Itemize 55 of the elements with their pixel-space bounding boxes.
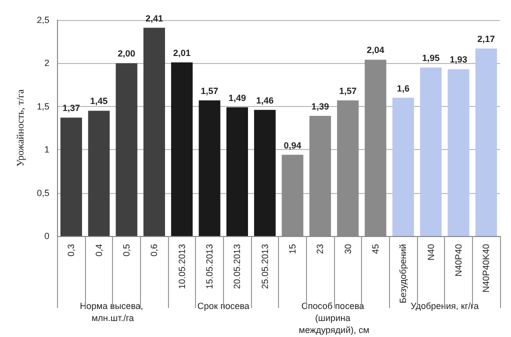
bar	[475, 48, 497, 236]
bar	[392, 98, 414, 236]
data-label: 1,37	[62, 103, 80, 114]
text: Срок посева	[197, 301, 250, 311]
x-tick-label: 0,5	[122, 244, 132, 257]
x-tick-label: 23	[315, 244, 326, 254]
y-tick-label: 1,5	[36, 101, 50, 112]
x-tick-label: Безудобрений	[398, 244, 408, 304]
data-label: 0,94	[284, 140, 302, 150]
x-tick-label: 15.05.2013	[204, 244, 215, 290]
bar	[60, 118, 82, 236]
data-label: 1,93	[450, 54, 468, 65]
y-tick-label: 2	[44, 58, 50, 68]
data-label: 2,41	[145, 13, 163, 24]
data-label: 1,46	[256, 95, 274, 106]
data-label: 2,04	[366, 45, 384, 56]
text: Способ посева (ширина междурядий), см	[298, 301, 370, 335]
bar	[143, 28, 166, 236]
data-label: 2,00	[118, 48, 136, 59]
y-tick-label: 0	[44, 231, 50, 241]
x-tick-label: 25.05.2013	[260, 244, 270, 290]
bar	[171, 62, 193, 236]
x-tick-label: 45	[370, 244, 381, 254]
x-tick-label: 30	[342, 244, 353, 254]
text: Удобрения, кг/га	[410, 301, 479, 311]
x-tick-label: 10.05.2013	[176, 244, 187, 290]
x-tick-label: 15	[288, 244, 298, 254]
y-axis-title: Урожайность, т/га	[16, 88, 26, 167]
data-label: 2,17	[477, 34, 495, 44]
data-label: 1,39	[311, 101, 329, 112]
data-label: 1,95	[422, 53, 440, 64]
data-label: 1,45	[90, 96, 108, 106]
bar	[88, 110, 110, 236]
bar	[448, 69, 470, 236]
y-tick-label: 2,5	[36, 15, 50, 25]
x-tick-label: 0,4	[94, 244, 104, 257]
x-tick-label: 0,6	[149, 244, 160, 257]
x-tick-label: N40P40K40	[481, 244, 492, 293]
y-tick-label: 1	[44, 144, 50, 155]
bar	[254, 110, 276, 236]
bar	[226, 107, 248, 236]
x-tick-label: 20.05.2013	[232, 244, 242, 290]
data-label: 2,01	[173, 48, 191, 58]
data-label: 1,49	[228, 92, 246, 103]
bar	[198, 100, 220, 236]
y-tick-label: 0,5	[36, 188, 50, 198]
x-tick-label: N40P40	[454, 244, 464, 277]
data-label: 1,57	[339, 86, 357, 96]
data-label: 1,57	[200, 86, 218, 96]
bar	[116, 63, 138, 236]
text: Норма высева, млн.шт./га	[80, 301, 146, 323]
data-label: 1,6	[396, 83, 410, 94]
x-tick-label: N40	[426, 244, 436, 261]
x-tick-label: 0,3	[66, 244, 76, 257]
bar	[420, 68, 442, 236]
